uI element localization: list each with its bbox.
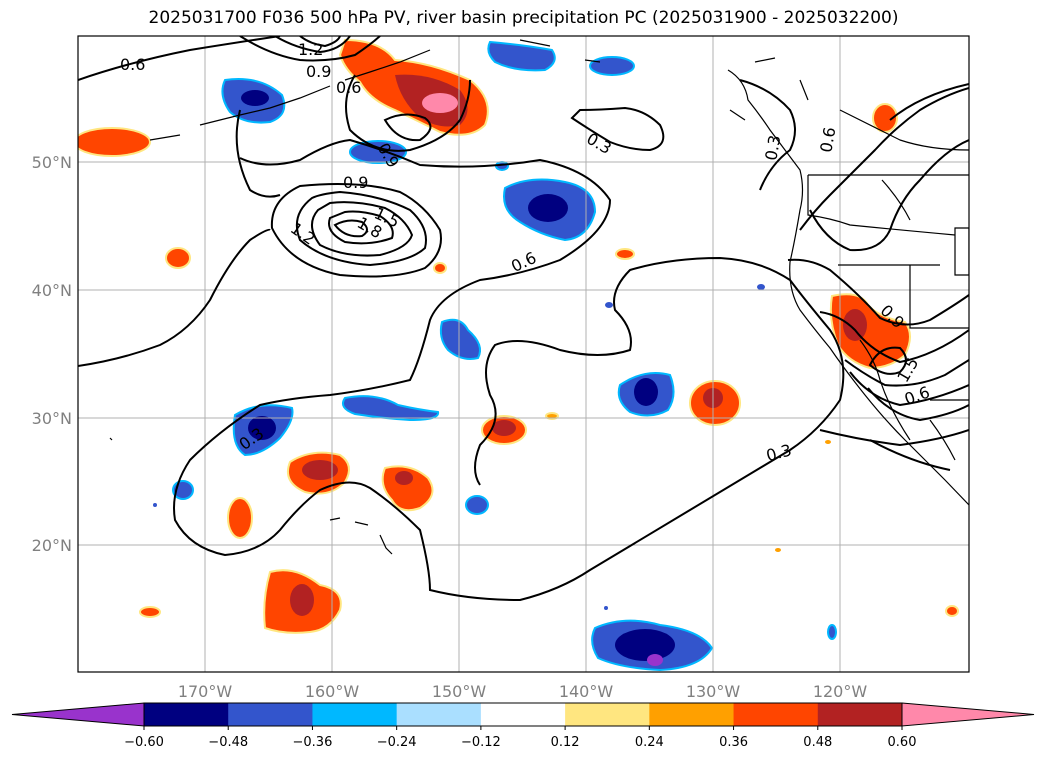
colorbar-segment — [396, 703, 482, 726]
contour-label: 0.6 — [816, 126, 839, 154]
coastlines — [109, 39, 969, 555]
map-title: 2025031700 F036 500 hPa PV, river basin … — [148, 8, 899, 28]
colorbar-tick-label: 0.48 — [803, 735, 832, 750]
latitude-labels: 50°N 40°N 30°N 20°N — [32, 153, 72, 555]
map-background — [78, 36, 969, 672]
lat-label: 50°N — [32, 153, 72, 172]
lon-label: 130°W — [686, 682, 741, 701]
precip-shading — [78, 38, 959, 672]
colorbar-segment — [733, 703, 819, 726]
colorbar-tick-label: −0.36 — [293, 735, 333, 750]
colorbar-tick-label: −0.12 — [461, 735, 501, 750]
colorbar-frame — [143, 702, 903, 727]
colorbar-tick-label: 0.36 — [719, 735, 748, 750]
lon-label: 120°W — [813, 682, 868, 701]
colorbar-tick-label: −0.48 — [208, 735, 248, 750]
contour-label: 0.3 — [761, 134, 784, 162]
colorbar-extend-min — [11, 702, 145, 727]
lon-label: 160°W — [305, 682, 360, 701]
colorbar-segment — [312, 703, 398, 726]
colorbar-tick-label: −0.60 — [124, 735, 164, 750]
lat-label: 20°N — [32, 536, 72, 555]
lon-label: 140°W — [559, 682, 614, 701]
lat-label: 40°N — [32, 281, 72, 300]
colorbar-extend-max — [901, 702, 1035, 727]
colorbar-tick-label: 0.12 — [551, 735, 580, 750]
colorbar-tick-label: 0.60 — [888, 735, 917, 750]
lon-label: 150°W — [432, 682, 487, 701]
pv-contours — [78, 36, 969, 602]
contour-label: 0.6 — [336, 78, 361, 97]
contour-label: 0.6 — [120, 55, 145, 74]
colorbar: −0.60 −0.48 −0.36 −0.24 −0.12 0.12 0.24 0.36 0.4… — [11, 702, 1035, 750]
colorbar-tick-label: −0.24 — [377, 735, 417, 750]
colorbar-segment — [228, 703, 313, 726]
lon-label: 170°W — [178, 682, 233, 701]
map-frame — [77, 35, 970, 673]
colorbar-tick-label: 0.24 — [635, 735, 664, 750]
contour-label: 1.2 — [298, 40, 323, 59]
contour-label: 0.9 — [343, 173, 368, 192]
precip-positive-areas — [78, 38, 959, 634]
lat-label: 30°N — [32, 409, 72, 428]
colorbar-segment — [565, 703, 650, 726]
colorbar-segment — [480, 703, 566, 726]
colorbar-segment — [649, 703, 735, 726]
colorbar-segment — [817, 703, 903, 726]
colorbar-segment — [144, 703, 229, 726]
contour-label: 0.9 — [306, 62, 331, 81]
longitude-labels: 170°W 160°W 150°W 140°W 130°W 120°W — [178, 682, 868, 701]
gridlines — [78, 36, 969, 672]
